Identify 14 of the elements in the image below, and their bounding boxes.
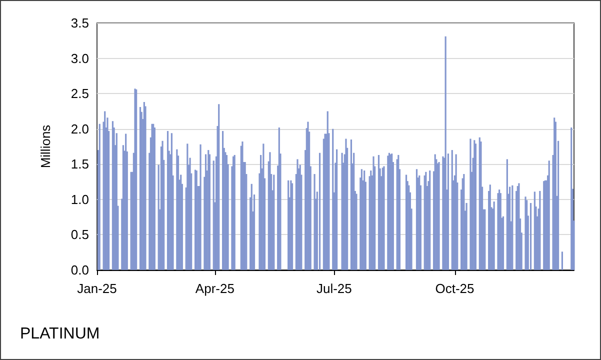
y-tick-label: 1.5	[70, 156, 89, 172]
y-tick-label: 3.5	[70, 16, 89, 30]
x-tick-label: Jan-25	[77, 281, 117, 296]
y-tick-label: 3.0	[70, 50, 89, 66]
x-tick-label: Jul-25	[316, 281, 352, 296]
x-tick-label: Apr-25	[195, 281, 234, 296]
y-tick-label: 2.5	[70, 86, 89, 102]
x-tick-label: Oct-25	[435, 281, 474, 296]
y-tick-label: 0.5	[70, 227, 89, 242]
y-axis-title: Millions	[38, 124, 53, 168]
y-tick-label: 1.0	[70, 192, 89, 207]
y-tick-label: 0.0	[70, 262, 89, 278]
text: PLATINUM	[20, 326, 100, 342]
y-tick-label: 2.0	[70, 121, 89, 136]
